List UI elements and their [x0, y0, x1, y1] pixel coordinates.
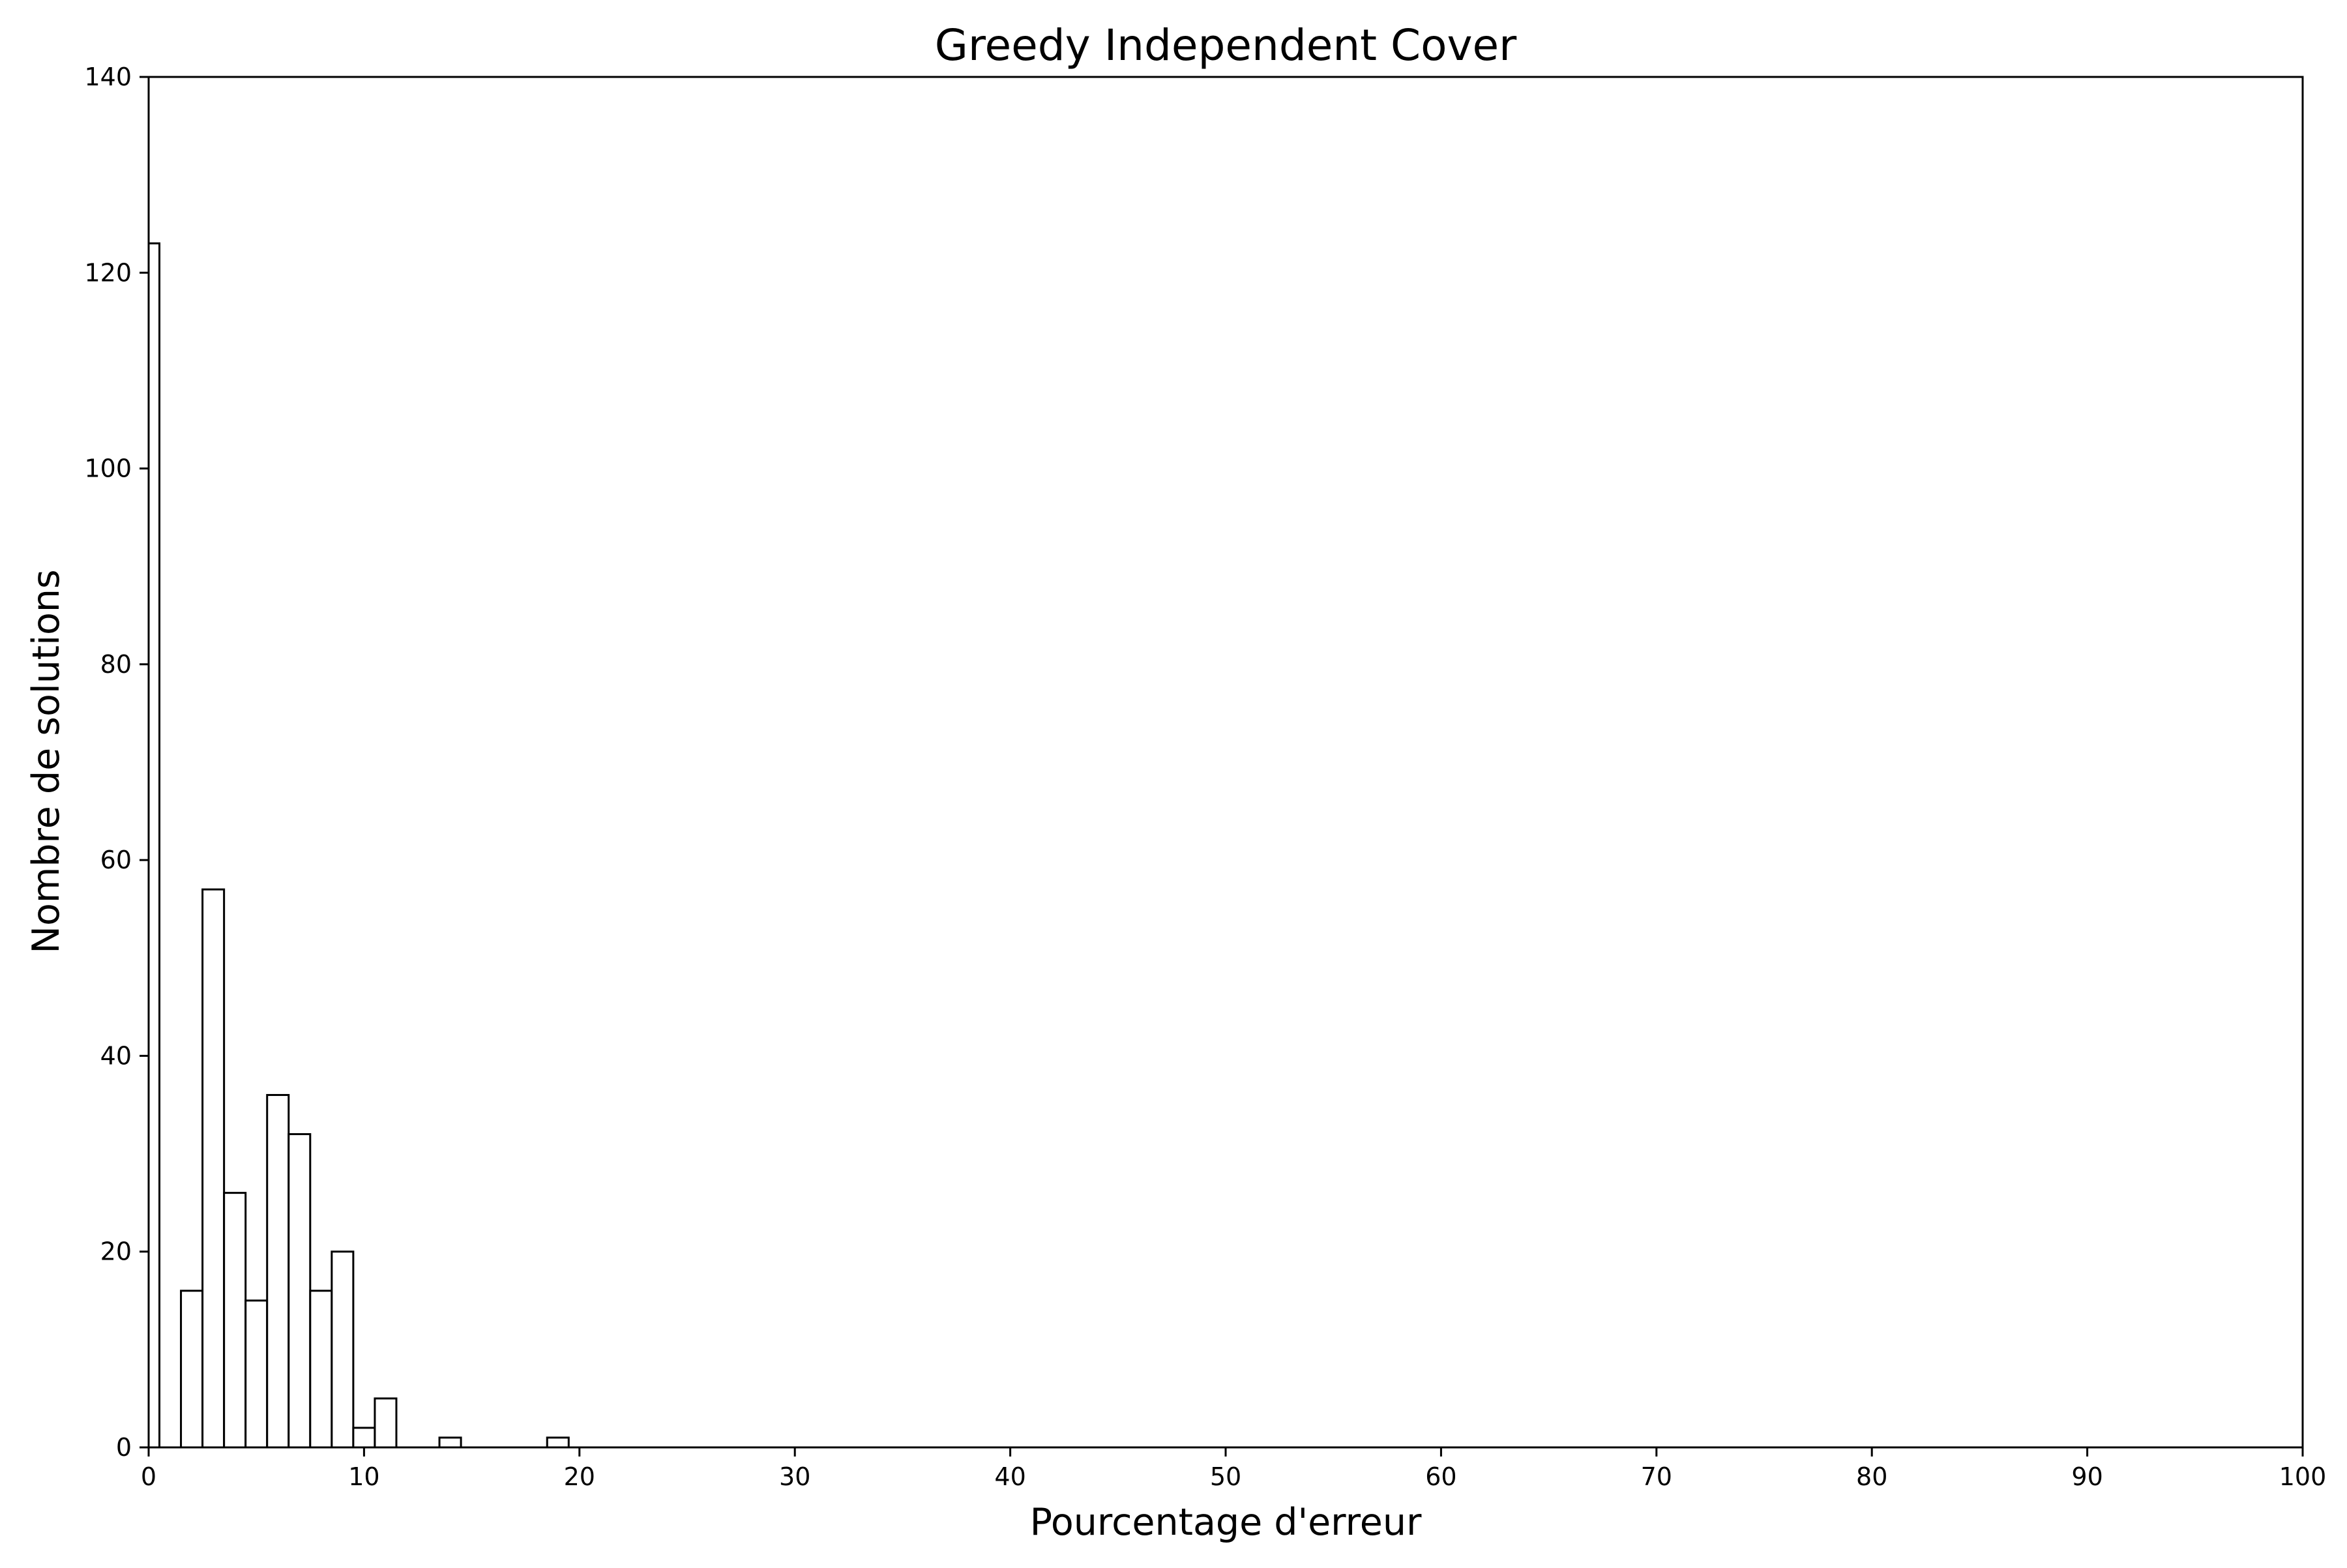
histogram-bar-5 [266, 1093, 290, 1449]
y-tick-label-0: 0 [116, 1433, 132, 1462]
x-axis-label: Pourcentage d'erreur [1030, 1501, 1422, 1544]
histogram-bar-6 [288, 1133, 312, 1449]
histogram-bar-4 [244, 1299, 269, 1449]
chart-title: Greedy Independent Cover [935, 20, 1517, 70]
histogram-bar-9 [352, 1427, 376, 1449]
y-tick-label-5: 100 [84, 454, 132, 483]
histogram-bar-3 [223, 1192, 247, 1449]
histogram-bar-1 [180, 1290, 204, 1449]
x-tick-label-1: 10 [348, 1462, 379, 1491]
y-tick-label-3: 60 [100, 846, 132, 874]
x-tick-label-4: 40 [994, 1462, 1026, 1491]
x-tick-label-2: 20 [564, 1462, 595, 1491]
x-tick-label-9: 90 [2071, 1462, 2103, 1491]
histogram-bar-2 [201, 888, 226, 1449]
histogram-bar-10 [374, 1397, 398, 1449]
histogram-bar-12 [546, 1436, 570, 1449]
x-tick-label-7: 70 [1641, 1462, 1672, 1491]
x-tick-label-10: 100 [2279, 1462, 2327, 1491]
y-axis-label: Nombre de solutions [25, 569, 68, 953]
histogram-bar-7 [309, 1290, 333, 1449]
x-tick-label-6: 60 [1425, 1462, 1456, 1491]
y-tick-label-6: 120 [84, 258, 132, 287]
x-tick-label-8: 80 [1856, 1462, 1887, 1491]
ticks-layer: 0 10 20 30 40 50 60 70 80 90 100 0 20 40 60 80 100 120 140 [84, 63, 2326, 1491]
histogram-bar-0 [147, 242, 161, 1449]
y-tick-label-4: 80 [100, 650, 132, 679]
y-tick-label-7: 140 [84, 63, 132, 91]
bars-layer [147, 242, 570, 1449]
x-tick-label-3: 30 [779, 1462, 810, 1491]
x-tick-label-5: 50 [1210, 1462, 1241, 1491]
y-tick-label-1: 20 [100, 1237, 132, 1266]
histogram-bar-8 [331, 1250, 355, 1449]
histogram-bar-11 [438, 1436, 462, 1449]
y-tick-label-2: 40 [100, 1041, 132, 1070]
plot-frame [147, 76, 2304, 1449]
x-tick-label-0: 0 [141, 1462, 156, 1491]
